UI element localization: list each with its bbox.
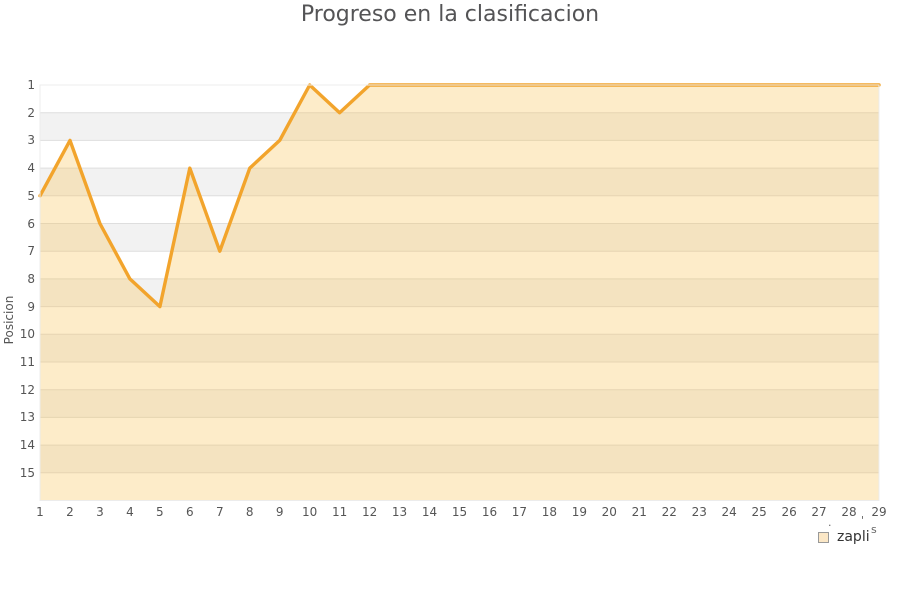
x-axis-tick-label: 9 [275,505,284,519]
x-axis-tick-label: 24 [721,505,737,519]
x-axis-tick-label: 28 [841,505,857,519]
y-axis-tick-label: 12 [19,382,35,397]
x-axis-tick-label: 10 [302,505,318,519]
y-axis-tick-label: 10 [19,327,35,342]
x-axis-tick-label: 29 [871,505,887,519]
x-axis-tick-label: 15 [451,505,468,519]
x-axis-tick-label: 19 [571,505,587,519]
x-axis-tick-label: 20 [601,505,617,519]
legend-swatch-icon [818,531,829,543]
clipped-text-fragment: . [828,516,832,529]
x-axis-tick-label: 12 [361,505,378,519]
clipped-text-fragment: s [871,523,877,536]
x-axis-tick-label: 7 [215,505,224,519]
x-axis-tick-label: 13 [391,505,408,519]
y-axis-tick-label: 5 [27,188,35,203]
plot-area [38,83,881,501]
x-axis-tick-label: 21 [631,505,647,519]
legend: zapli [818,529,870,545]
x-axis-tick-label: 2 [66,505,74,519]
x-axis-tick-label: 22 [661,505,677,519]
x-axis-tick-label: 6 [185,505,194,519]
x-axis-tick-label: 3 [96,505,104,519]
x-axis-tick-label: 18 [541,505,558,519]
x-axis-tick-label: 25 [751,505,767,519]
clipped-text-fragment: ' [861,514,865,527]
y-axis-tick-label: 15 [19,465,35,480]
x-axis-tick-label: 1 [36,505,44,519]
x-axis-tick-label: 17 [511,505,528,519]
y-axis-tick-label: 1 [27,78,35,92]
x-axis-tick-label: 14 [421,505,438,519]
y-axis-tick-label: 13 [19,410,35,425]
y-axis-tick-label: 4 [27,161,35,176]
y-axis-tick-label: 9 [27,299,35,314]
x-axis-tick-label: 27 [811,505,827,519]
x-axis-tick-label: 4 [126,505,134,519]
y-axis-tick-label: 6 [27,216,35,231]
y-axis-tick-label: 7 [27,244,35,259]
chart-title: Progreso en la clasificacion [300,2,600,27]
y-axis-tick-label: 11 [19,355,35,369]
y-axis-tick-label: 2 [27,105,35,120]
x-axis-tick-label: 23 [691,505,707,519]
x-axis-tick-label: 5 [156,505,164,519]
y-axis-tick-label: 8 [27,271,35,286]
x-axis-tick-label: 26 [781,505,797,519]
x-axis-tick-label: 16 [481,505,498,519]
legend-item-label[interactable]: zapli [837,529,870,545]
x-axis-tick-label: 8 [245,505,254,519]
y-axis-title: Posicion [2,295,16,345]
y-axis-tick-label: 14 [19,438,35,453]
x-axis-tick-label: 11 [332,505,348,519]
y-axis-tick-label: 3 [27,133,35,148]
